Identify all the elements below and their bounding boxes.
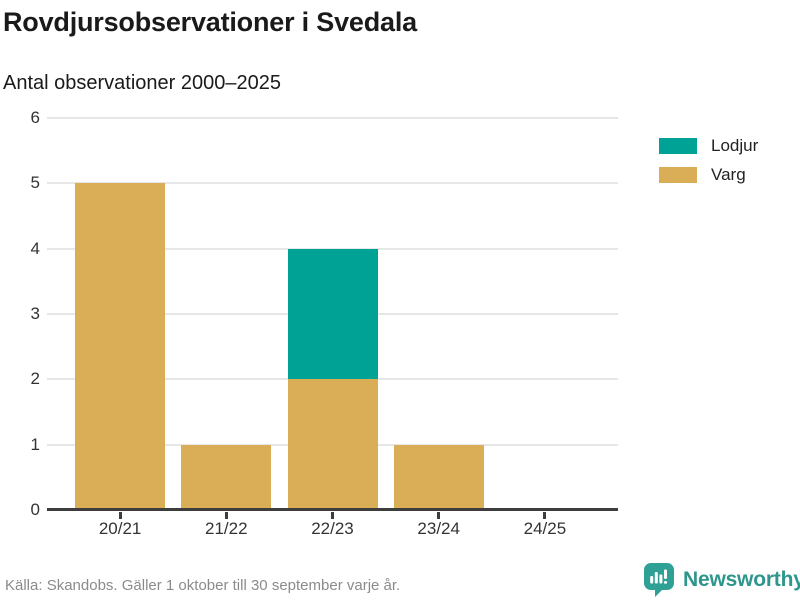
x-tick-label-24-25: 24/25 — [523, 519, 567, 538]
x-tick-22-23 — [331, 512, 334, 519]
y-tick-label-1: 1 — [30, 434, 40, 454]
legend-swatch-varg — [659, 167, 697, 183]
bar-22-23-lodjur — [287, 248, 378, 380]
x-tick-21-22 — [224, 512, 228, 519]
chart-subtitle: Antal observationer 2000–2025 — [3, 72, 281, 94]
newsworthy-bubble-icon — [644, 563, 674, 597]
y-tick-label-3: 3 — [30, 304, 40, 323]
y-tick-label-2: 2 — [30, 369, 40, 389]
x-tick-20-21 — [118, 512, 122, 519]
x-tick-label-20-21: 20/21 — [98, 519, 142, 538]
x-axis-labels: 20/21 21/22 22/23 23/24 24/25 — [47, 519, 618, 543]
x-tick-23-24 — [437, 512, 441, 519]
y-tick-label-4: 4 — [30, 238, 40, 258]
gridline-y4 — [47, 247, 618, 250]
bar-23-24-varg — [393, 444, 484, 510]
x-tick-label-23-24: 23/24 — [417, 519, 460, 538]
x-axis-line — [47, 508, 618, 511]
x-tick-24-25 — [543, 512, 547, 519]
legend-label-varg: Varg — [711, 165, 746, 184]
gridline-y5 — [47, 182, 618, 185]
bar-21-22-varg — [181, 444, 272, 510]
legend: Lodjur Varg — [659, 136, 758, 194]
brand-logo: Newsworthy — [643, 562, 800, 597]
legend-item-varg: Varg — [659, 165, 758, 185]
bar-22-23-varg — [287, 379, 378, 510]
y-axis-labels: 0 1 2 3 4 5 6 — [0, 108, 40, 519]
legend-swatch-lodjur — [659, 138, 697, 154]
bar-20-21-varg — [75, 183, 166, 510]
y-tick-label-6: 6 — [30, 108, 40, 127]
legend-item-lodjur: Lodjur — [659, 136, 758, 156]
legend-label-lodjur: Lodjur — [711, 136, 759, 155]
x-tick-label-22-23: 22/23 — [311, 519, 354, 538]
x-tick-label-21-22: 21/22 — [205, 519, 248, 538]
brand-name: Newsworthy — [683, 567, 800, 591]
chart-title: Rovdjursobservationer i Svedala — [3, 7, 417, 37]
gridline-y6 — [47, 117, 618, 119]
source-note: Källa: Skandobs. Gäller 1 oktober till 3… — [5, 577, 401, 594]
y-tick-label-0: 0 — [30, 500, 40, 519]
y-tick-label-5: 5 — [30, 173, 40, 193]
plot-area — [47, 117, 618, 519]
